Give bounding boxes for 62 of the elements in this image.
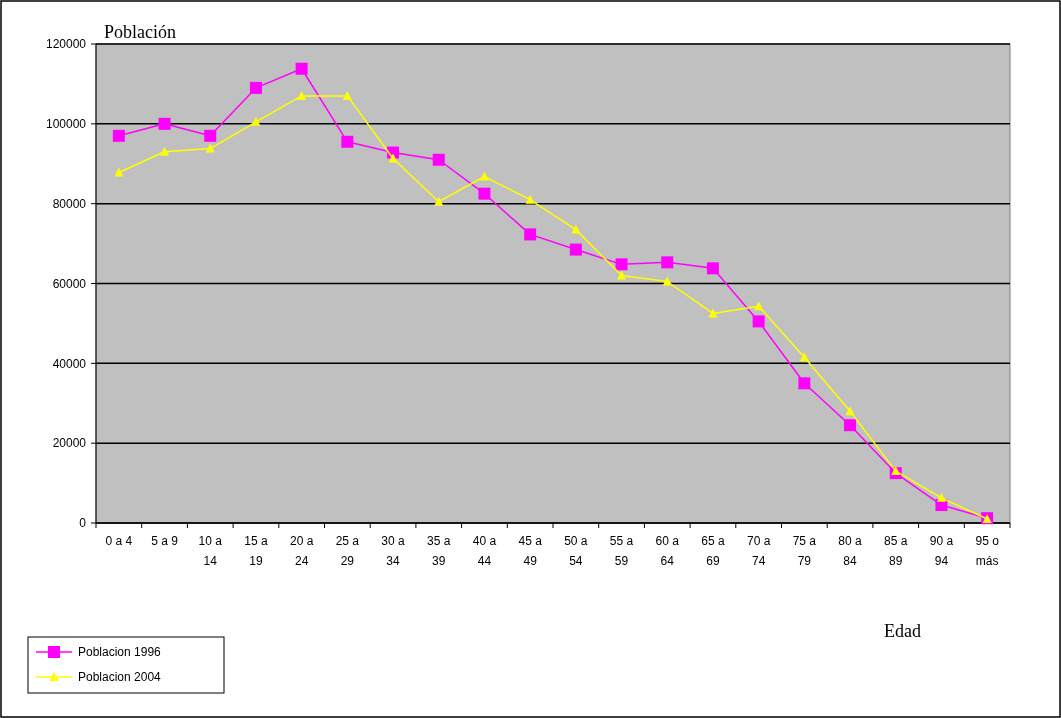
x-tick-label: 95 o más — [975, 534, 1000, 568]
legend-label: Poblacion 2004 — [78, 670, 162, 685]
x-tick-label: 75 a 79 — [792, 534, 817, 568]
point — [798, 377, 811, 390]
x-tick-label: 60 a 64 — [655, 534, 680, 568]
point — [249, 81, 262, 94]
y-tick-label: 40000 — [52, 356, 87, 371]
x-tick-label: 85 a 89 — [884, 534, 908, 568]
x-tick-label: 80 a 84 — [838, 534, 863, 568]
point — [524, 228, 537, 241]
point — [388, 153, 398, 163]
point — [752, 315, 765, 328]
x-tick-label: 5 a 9 — [151, 534, 179, 548]
x-tick-label: 40 a 44 — [472, 534, 497, 568]
y-tick-label: 60000 — [52, 276, 87, 291]
y-tick-label: 0 — [79, 516, 87, 531]
point — [434, 196, 444, 206]
point — [112, 129, 125, 142]
point — [342, 90, 352, 100]
x-tick-label: 25 a 29 — [335, 534, 360, 568]
point — [936, 492, 946, 502]
point — [706, 262, 719, 275]
y-tick-label: 100000 — [45, 117, 87, 132]
point — [479, 171, 489, 181]
point — [525, 194, 535, 204]
y-tick-label: 120000 — [45, 37, 87, 52]
point — [845, 406, 855, 416]
x-tick-label: 90 a 94 — [929, 534, 954, 568]
point — [662, 276, 672, 286]
point — [571, 224, 581, 234]
x-tick-label: 50 a 54 — [564, 534, 588, 568]
x-axis-title: Edad — [884, 621, 921, 641]
point — [158, 117, 171, 130]
point — [432, 153, 445, 166]
y-axis-title: Población — [104, 22, 176, 42]
point — [844, 419, 857, 432]
point — [205, 143, 215, 153]
point — [661, 256, 674, 269]
x-tick-label: 70 a 74 — [746, 534, 771, 568]
point — [204, 129, 217, 142]
x-tick-label: 15 a 19 — [244, 534, 268, 568]
x-tick-label: 45 a 49 — [518, 534, 543, 568]
point — [160, 146, 170, 156]
point — [478, 187, 491, 200]
y-tick-label: 80000 — [52, 196, 87, 211]
x-tick-label: 0 a 4 — [105, 534, 133, 548]
point — [617, 270, 627, 280]
point — [341, 135, 354, 148]
x-tick-label: 30 a 34 — [381, 534, 406, 568]
y-tick-label: 20000 — [52, 436, 87, 451]
point — [569, 243, 582, 256]
point — [114, 167, 124, 177]
point — [295, 62, 308, 75]
x-tick-label: 20 a 24 — [289, 534, 314, 568]
point — [251, 116, 261, 126]
x-tick-label: 65 a 69 — [701, 534, 725, 568]
legend-label: Poblacion 1996 — [78, 645, 162, 660]
x-tick-label: 55 a 59 — [609, 534, 634, 568]
point — [297, 90, 307, 100]
point — [615, 258, 628, 271]
x-tick-label: 10 a 14 — [198, 534, 223, 568]
x-tick-label: 35 a 39 — [427, 534, 451, 568]
